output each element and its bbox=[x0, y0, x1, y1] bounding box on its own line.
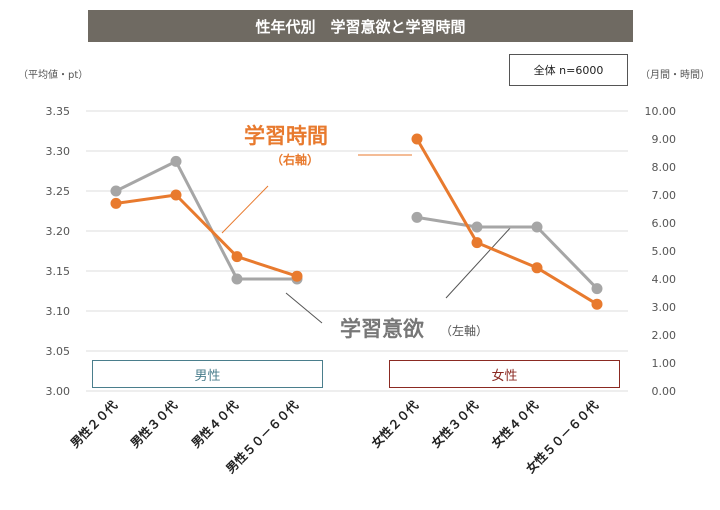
right-tick-label: 2.00 bbox=[652, 329, 677, 342]
time-axis-note: （右軸） bbox=[271, 153, 320, 167]
will-data-point bbox=[411, 211, 423, 223]
will-data-point bbox=[591, 283, 603, 295]
right-tick-label: 10.00 bbox=[645, 105, 677, 118]
left-tick-label: 3.05 bbox=[46, 345, 71, 358]
time-data-point bbox=[471, 237, 483, 249]
left-tick-label: 3.20 bbox=[46, 225, 71, 238]
will-series-label: 学習意欲 bbox=[340, 317, 424, 341]
right-tick-label: 1.00 bbox=[652, 357, 677, 370]
left-tick-label: 3.10 bbox=[46, 305, 71, 318]
left-tick-label: 3.15 bbox=[46, 265, 71, 278]
time-data-point bbox=[531, 262, 543, 274]
right-tick-label: 5.00 bbox=[652, 245, 677, 258]
right-tick-label: 6.00 bbox=[652, 217, 677, 230]
will-series-line bbox=[416, 215, 599, 290]
will-leader-line bbox=[285, 292, 323, 324]
right-tick-label: 4.00 bbox=[652, 273, 677, 286]
time-data-point bbox=[291, 270, 303, 282]
group-box-male: 男性 bbox=[92, 360, 323, 388]
right-tick-label: 0.00 bbox=[652, 385, 677, 398]
chart-title: 性年代別 学習意欲と学習時間 bbox=[88, 10, 633, 42]
left-axis-unit: （平均値・pt） bbox=[18, 70, 89, 81]
sample-size-box: 全体 n=6000 bbox=[509, 54, 628, 86]
category-label: 男性２０代 bbox=[67, 398, 120, 451]
left-tick-label: 3.25 bbox=[46, 185, 71, 198]
will-data-point bbox=[531, 221, 543, 233]
time-series-line bbox=[115, 193, 298, 278]
right-tick-label: 9.00 bbox=[652, 133, 677, 146]
time-series-label: 学習時間 bbox=[244, 124, 328, 148]
time-data-point bbox=[170, 189, 182, 201]
right-tick-label: 3.00 bbox=[652, 301, 677, 314]
will-data-point bbox=[231, 273, 243, 285]
time-data-point bbox=[110, 197, 122, 209]
right-tick-label: 7.00 bbox=[652, 189, 677, 202]
time-series-line bbox=[415, 138, 598, 306]
will-data-point bbox=[170, 155, 182, 167]
category-label: 男性３０代 bbox=[127, 398, 180, 451]
category-label: 女性３０代 bbox=[428, 398, 481, 451]
group-box-female: 女性 bbox=[389, 360, 620, 388]
left-tick-label: 3.30 bbox=[46, 145, 71, 158]
left-tick-label: 3.35 bbox=[46, 105, 71, 118]
category-label: 女性４０代 bbox=[488, 398, 541, 451]
category-label: 女性２０代 bbox=[368, 398, 421, 451]
time-leader-line bbox=[221, 185, 269, 234]
right-axis-unit: （月間・時間） bbox=[640, 70, 710, 81]
time-data-point bbox=[231, 251, 243, 263]
will-data-point bbox=[110, 185, 122, 197]
right-tick-label: 8.00 bbox=[652, 161, 677, 174]
category-label: 男性４０代 bbox=[188, 398, 241, 451]
will-axis-note: （左軸） bbox=[440, 324, 489, 338]
will-series-line bbox=[115, 159, 297, 281]
time-data-point bbox=[591, 298, 603, 310]
left-tick-label: 3.00 bbox=[46, 385, 71, 398]
time-data-point bbox=[411, 133, 423, 145]
will-leader-line bbox=[445, 225, 513, 299]
will-data-point bbox=[471, 221, 483, 233]
